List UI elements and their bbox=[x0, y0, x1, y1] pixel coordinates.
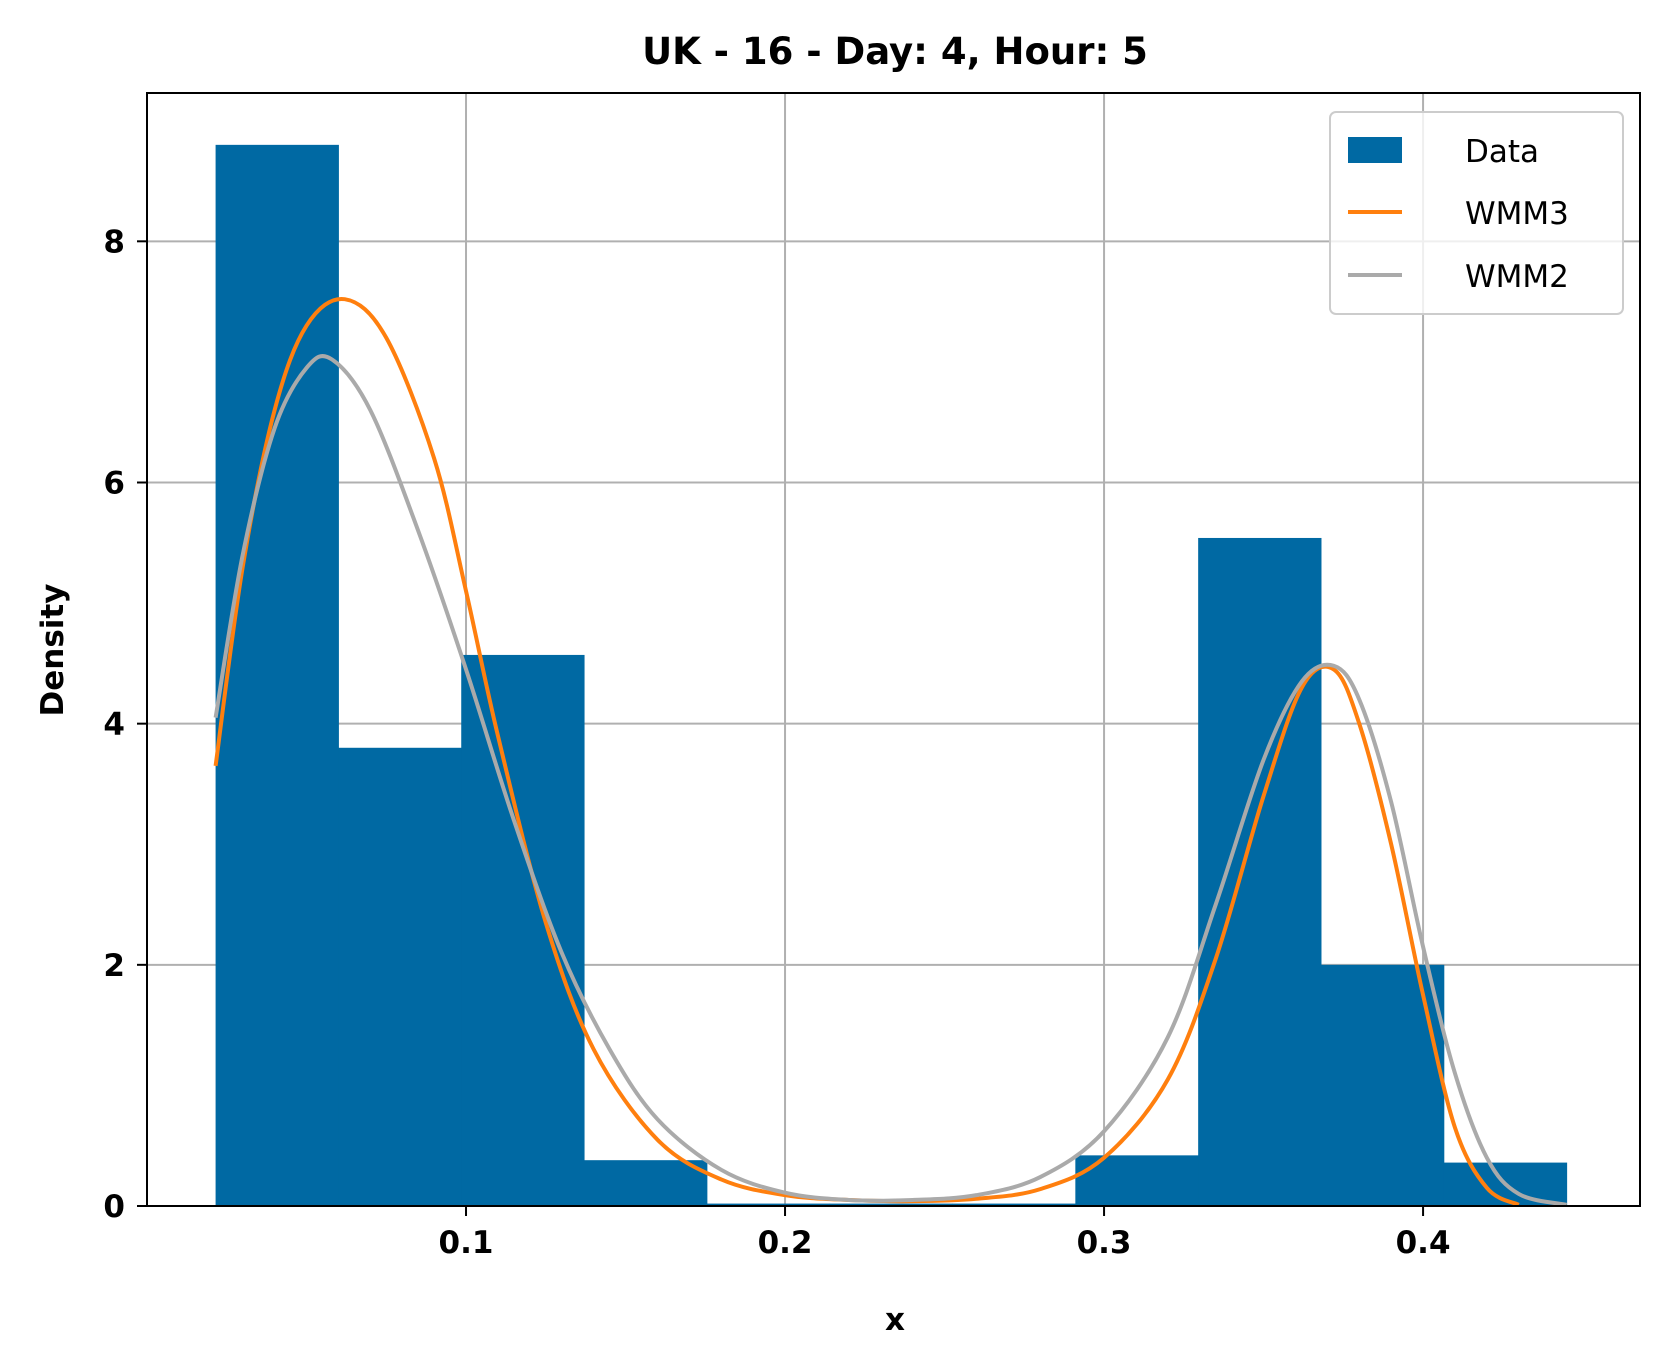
histogram-bar bbox=[706, 1203, 831, 1206]
series-line-wmm2 bbox=[213, 354, 1568, 1207]
y-tick-label: 4 bbox=[103, 707, 125, 743]
legend-swatch-data bbox=[1348, 137, 1402, 163]
histogram-bar bbox=[338, 747, 462, 1206]
legend-label-data: Data bbox=[1465, 134, 1539, 170]
histogram-bar bbox=[461, 654, 585, 1206]
histogram-bar bbox=[1075, 1155, 1199, 1206]
x-tick-label: 0.4 bbox=[1396, 1225, 1451, 1261]
legend: Data WMM3 WMM2 bbox=[1329, 111, 1624, 315]
chart-title: UK - 16 - Day: 4, Hour: 5 bbox=[642, 30, 1148, 73]
legend-box bbox=[1329, 111, 1624, 315]
y-axis-ticks: 0 2 4 6 8 bbox=[103, 224, 147, 1225]
density-curves bbox=[213, 297, 1568, 1207]
histogram-bar bbox=[829, 1203, 954, 1206]
y-tick-label: 0 bbox=[103, 1189, 125, 1225]
plot-frame bbox=[146, 92, 1641, 1207]
histogram-bar bbox=[584, 1160, 708, 1206]
x-axis-ticks: 0.1 0.2 0.3 0.4 bbox=[439, 1206, 1451, 1261]
y-tick-label: 6 bbox=[103, 465, 125, 501]
x-tick-label: 0.1 bbox=[439, 1225, 494, 1261]
histogram-bar bbox=[215, 144, 339, 1207]
legend-label-wmm3: WMM3 bbox=[1465, 196, 1569, 232]
y-axis-label: Density bbox=[35, 584, 71, 717]
x-tick-label: 0.2 bbox=[758, 1225, 813, 1261]
x-axis-label: x bbox=[885, 1302, 905, 1338]
histogram-bar bbox=[1198, 537, 1322, 1206]
histogram-bars bbox=[215, 144, 1568, 1207]
histogram-bar bbox=[952, 1203, 1076, 1206]
y-tick-label: 2 bbox=[103, 948, 125, 984]
legend-label-wmm2: WMM2 bbox=[1465, 259, 1569, 295]
x-tick-label: 0.3 bbox=[1077, 1225, 1132, 1261]
y-tick-label: 8 bbox=[103, 224, 125, 260]
